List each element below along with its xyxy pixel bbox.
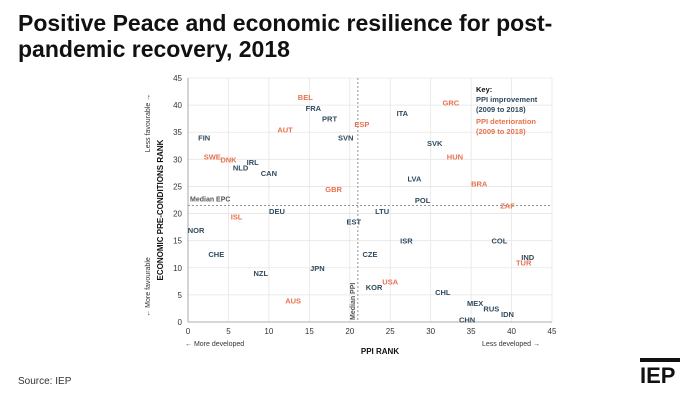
point-label-fra: FRA [306,104,322,113]
grid-lines [187,77,553,323]
x-tick-label: 45 [548,327,557,336]
y-tick-label: 5 [178,291,183,300]
point-label-hun: HUN [447,153,463,162]
point-label-bel: BEL [298,93,313,102]
point-label-est: EST [347,218,362,227]
point-label-ltu: LTU [375,207,389,216]
x-tick-label: 5 [226,327,231,336]
y-tick-label: 30 [173,155,182,164]
point-label-rus: RUS [483,304,499,313]
x-tick-label: 35 [467,327,476,336]
point-label-lva: LVA [408,174,422,183]
x-left-note: ← More developed [185,341,244,348]
page-title: Positive Peace and economic resilience f… [18,10,553,62]
point-label-irl: IRL [247,158,260,167]
point-label-col: COL [492,237,508,246]
logo-text: IEP [640,363,676,388]
point-label-can: CAN [261,169,277,178]
point-label-usa: USA [382,277,398,286]
point-label-isr: ISR [400,237,413,246]
legend-title: Key: [476,85,492,94]
legend-key: Key:PPI improvement (2009 to 2018) PPI det… [476,85,538,136]
y-tick-label: 0 [178,318,183,327]
x-tick-label: 40 [507,327,516,336]
iep-logo: IEP [640,358,684,387]
y-tick-label: 10 [173,264,182,273]
point-label-nld: NLD [233,163,249,172]
point-label-chl: CHL [435,288,451,297]
point-label-svn: SVN [338,134,353,143]
y-axis-title: ECONOMIC PRE-CONDITIONS RANK [156,139,165,280]
point-label-idn: IDN [501,310,514,319]
point-label-jpn: JPN [310,264,325,273]
legend-deterioration: PPI deterioration (2009 to 2018) [476,117,536,136]
point-label-svk: SVK [427,139,443,148]
point-label-prt: PRT [322,115,337,124]
y-top-note: Less favourable → [145,94,152,152]
y-bottom-note: ← More favourable [145,257,152,317]
x-right-note: Less developed → [482,341,540,348]
point-label-aut: AUT [277,126,293,135]
source-note: Source: IEP [18,376,72,387]
point-label-ita: ITA [397,109,409,118]
x-tick-label: 25 [386,327,395,336]
median-epc-label: Median EPC [190,196,230,203]
point-label-aus: AUS [285,296,301,305]
point-label-cze: CZE [363,250,378,259]
y-tick-label: 40 [173,101,182,110]
point-label-nzl: NZL [254,269,269,278]
point-label-chn: CHN [459,315,475,324]
y-tick-label: 15 [173,237,182,246]
y-tick-label: 25 [173,182,182,191]
point-label-deu: DEU [269,207,285,216]
point-label-dnk: DNK [220,155,237,164]
axes: 0 5 10 15 20 25 30 35 40 45 0 5 10 15 20 25 30 35 40 45 PPI … [145,74,557,356]
y-tick-label: 45 [173,74,182,83]
point-label-gbr: GBR [325,185,342,194]
x-tick-label: 20 [345,327,354,336]
point-label-mex: MEX [467,299,483,308]
median-lines: Median EPC Median PPI [188,78,552,322]
y-tick-label: 35 [173,128,182,137]
legend-improvement: PPI improvement (2009 to 2018) [476,95,538,114]
logo-bar-icon [640,358,680,362]
point-label-zaf: ZAF [500,201,515,210]
point-label-ind: IND [521,253,535,262]
point-label-esp: ESP [354,120,369,129]
median-ppi-label: Median PPI [350,283,357,320]
point-label-nor: NOR [188,226,205,235]
point-label-che: CHE [208,250,224,259]
x-axis-title: PPI RANK [361,347,399,356]
point-label-grc: GRC [443,98,460,107]
point-label-tur: TUR [516,258,532,267]
point-label-kor: KOR [366,283,383,292]
x-tick-label: 10 [264,327,273,336]
x-tick-label: 15 [305,327,314,336]
y-tick-label: 20 [173,210,182,219]
x-tick-label: 30 [426,327,435,336]
x-tick-label: 0 [186,327,191,336]
point-label-fin: FIN [198,134,210,143]
point-label-swe: SWE [204,153,221,162]
point-label-pol: POL [415,196,431,205]
point-label-isl: ISL [231,212,243,221]
point-label-bra: BRA [471,180,488,189]
